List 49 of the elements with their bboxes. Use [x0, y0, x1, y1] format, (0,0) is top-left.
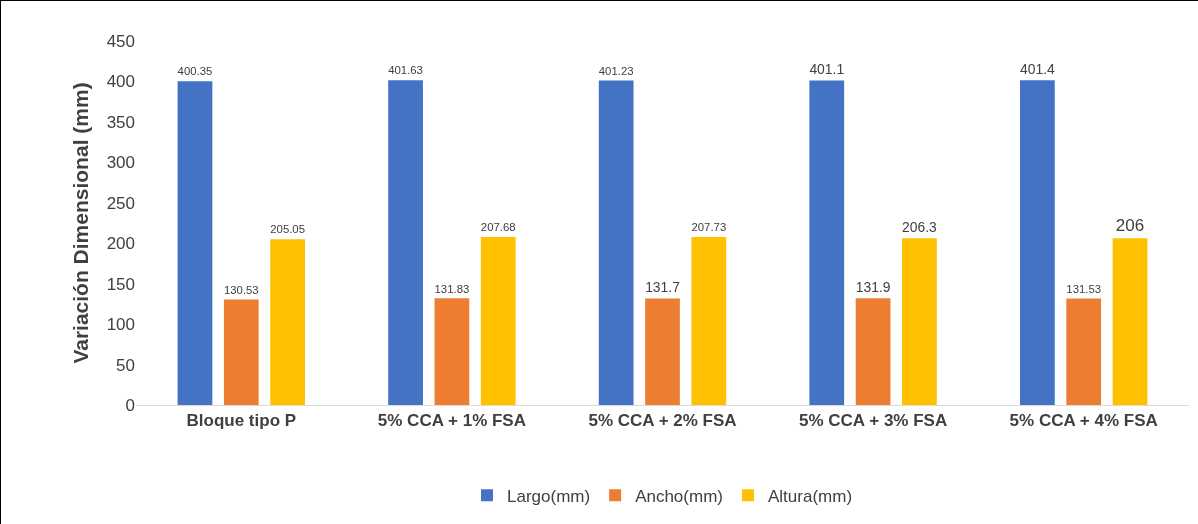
- data-label: 131.83: [434, 282, 470, 295]
- y-tick-label: 200: [106, 234, 135, 254]
- bar: [691, 236, 727, 405]
- bar: [902, 238, 937, 405]
- bar: [598, 80, 634, 405]
- bar: [177, 81, 213, 405]
- data-label: 401.4: [1020, 61, 1055, 78]
- data-label: 130.53: [223, 283, 259, 296]
- y-axis-title: Variación Dimensional (mm): [68, 82, 92, 364]
- bar: [270, 239, 306, 405]
- y-tick-label: 400: [106, 72, 135, 92]
- data-label: 131.7: [645, 279, 681, 296]
- y-tick-label: 350: [106, 112, 135, 132]
- data-label: 207.73: [691, 221, 727, 234]
- bar: [1112, 238, 1148, 405]
- bar: [645, 298, 680, 405]
- data-label: 131.53: [1066, 282, 1102, 295]
- bar: [809, 80, 845, 405]
- x-tick-label: Bloque tipo P: [186, 411, 297, 431]
- y-tick-label: 150: [106, 274, 135, 294]
- x-tick-label: 5% CCA + 2% FSA: [588, 411, 737, 431]
- data-label: 401.23: [598, 64, 634, 77]
- x-tick-label: 5% CCA + 1% FSA: [377, 411, 526, 431]
- y-tick-label: 100: [106, 315, 135, 335]
- y-tick-label: 450: [106, 31, 135, 51]
- bar: [434, 298, 470, 405]
- x-tick-label: 5% CCA + 4% FSA: [1009, 411, 1158, 431]
- data-label: 131.9: [855, 279, 891, 296]
- bar: [223, 299, 259, 405]
- bar: [1019, 80, 1055, 405]
- bar: [855, 298, 891, 405]
- data-label: 207.68: [480, 221, 516, 234]
- data-label: 206.3: [902, 218, 938, 235]
- legend-label: Ancho(mm): [635, 486, 723, 506]
- data-label: 400.35: [177, 65, 213, 78]
- y-tick-label: 300: [106, 153, 135, 173]
- x-tick-label: 5% CCA + 3% FSA: [799, 411, 948, 431]
- legend-label: Largo(mm): [507, 486, 591, 506]
- data-label: 206: [1115, 216, 1145, 236]
- y-tick-label: 50: [116, 355, 135, 375]
- data-label: 401.1: [809, 61, 845, 78]
- y-tick-label: 0: [125, 395, 135, 415]
- bar: [1066, 298, 1102, 405]
- bar: [388, 80, 423, 405]
- legend-label: Altura(mm): [767, 486, 853, 506]
- data-label: 401.63: [388, 64, 423, 77]
- bar: [480, 237, 516, 405]
- y-tick-label: 250: [106, 193, 135, 213]
- data-label: 205.05: [270, 223, 306, 236]
